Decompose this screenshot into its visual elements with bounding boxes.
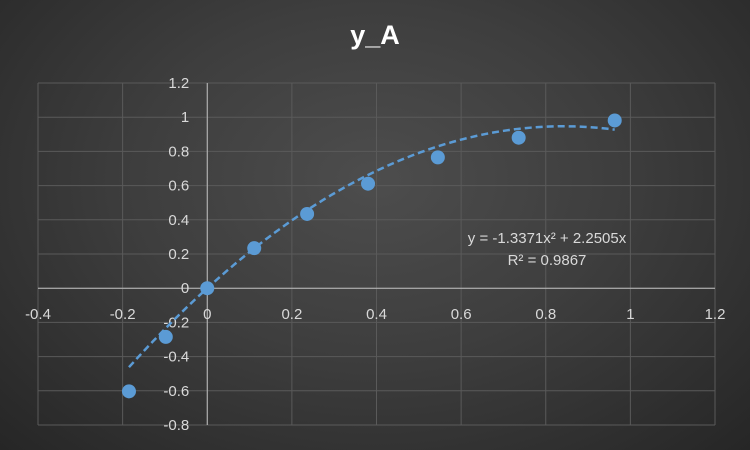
x-tick-label: 0.4 — [366, 306, 387, 323]
data-point — [247, 241, 262, 256]
trendline-annotation: y = -1.3371x² + 2.2505x R² = 0.9867 — [468, 230, 627, 269]
tick-labels: -0.4 -0.2 0 0.2 0.4 0.6 0.8 1 1.2 -0.8 -0.6 -0.4 -0.… — [25, 75, 725, 434]
x-tick-label: 0.6 — [451, 306, 472, 323]
y-tick-label: -0.8 — [163, 417, 189, 434]
x-tick-label: 0.8 — [535, 306, 556, 323]
y-tick-label: -0.4 — [163, 349, 189, 366]
x-tick-label: -0.4 — [25, 306, 51, 323]
x-tick-label: -0.2 — [110, 306, 136, 323]
y-tick-label: 1.2 — [168, 75, 189, 92]
y-tick-label: 0.8 — [168, 143, 189, 160]
gridlines — [37, 82, 716, 426]
data-points — [121, 113, 622, 399]
trendline-r2: R² = 0.9867 — [508, 252, 587, 269]
x-tick-label: 1.2 — [705, 306, 726, 323]
data-point — [430, 150, 445, 165]
data-point — [511, 130, 526, 145]
y-tick-label: 0.2 — [168, 246, 189, 263]
y-tick-label: 0.6 — [168, 178, 189, 195]
data-point — [300, 206, 315, 221]
axes — [38, 83, 715, 425]
y-tick-label: -0.2 — [163, 314, 189, 331]
y-tick-label: 0.4 — [168, 212, 189, 229]
y-tick-label: 0 — [181, 280, 189, 297]
data-point — [200, 281, 215, 296]
data-point — [361, 176, 376, 191]
data-point — [121, 384, 136, 399]
trendline-equation: y = -1.3371x² + 2.2505x — [468, 230, 627, 247]
data-point — [607, 113, 622, 128]
y-tick-label: 1 — [181, 109, 189, 126]
y-tick-label: -0.6 — [163, 383, 189, 400]
x-tick-label: 0.2 — [281, 306, 302, 323]
x-tick-label: 0 — [203, 306, 211, 323]
chart-title: y_A — [350, 20, 400, 50]
x-tick-label: 1 — [626, 306, 634, 323]
data-point — [158, 329, 173, 344]
